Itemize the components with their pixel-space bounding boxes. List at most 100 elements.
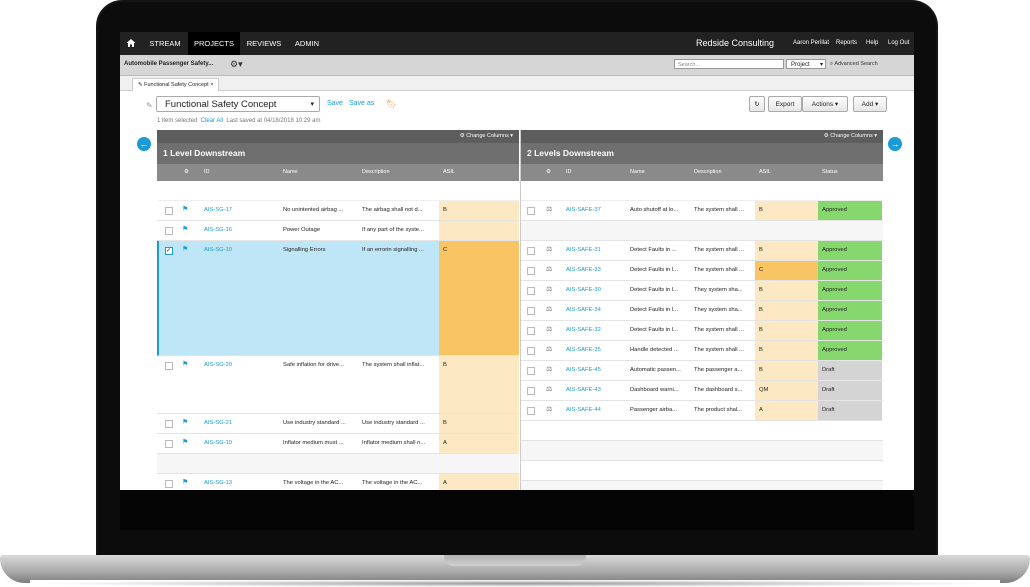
table-row[interactable]: ⚖ AIS-SAFE-31 Detect Faults in ... The syst… (521, 241, 883, 261)
table-row[interactable]: ⚑ AIS-SG-19 Inflator medium must ... Inf… (157, 434, 519, 454)
save-as-link[interactable]: Save as (349, 100, 375, 107)
add-button[interactable]: Add ▾ (853, 96, 887, 112)
table-row-empty (521, 421, 883, 441)
table-row[interactable]: ⚑ AIS-SG-16 Power Outage If any part of … (157, 221, 519, 241)
top-nav: STREAM PROJECTS REVIEWS ADMIN Redside Co… (120, 32, 914, 55)
tab-stream[interactable]: STREAM (149, 39, 181, 48)
table-row[interactable]: ⚖ AIS-SAFE-43 Dashboard warni... The dashbo… (521, 381, 883, 401)
tab-projects[interactable]: PROJECTS (188, 32, 240, 55)
goal-icon: ⚑ (182, 206, 189, 213)
app-screen: STREAM PROJECTS REVIEWS ADMIN Redside Co… (120, 32, 914, 490)
table-row[interactable]: ⚑ AIS-SG-17 No unintented airbag ... The… (157, 201, 519, 221)
project-name[interactable]: Automobile Passenger Safety... (124, 61, 214, 67)
goal-icon: ⚑ (182, 361, 189, 368)
table-row[interactable]: ⚖ AIS-SAFE-45 Automatic passen... The passe… (521, 361, 883, 381)
panel-title: 1 Level Downstream (157, 143, 519, 164)
row-checkbox[interactable] (527, 207, 535, 215)
arrow-right-icon[interactable]: → (888, 137, 902, 151)
table-row[interactable]: ⚖ AIS-SAFE-37 Auto shutoff at lo... The sys… (521, 201, 883, 221)
table-row[interactable]: ⚑ AIS-SG-13 The voltage in the AC... The… (157, 474, 519, 490)
table-row[interactable]: ⚖ AIS-SAFE-44 Passenger airba... The produc… (521, 401, 883, 421)
column-header[interactable]: ID (204, 169, 210, 175)
close-icon[interactable]: × (210, 82, 214, 88)
tab-reviews[interactable]: REVIEWS (246, 39, 282, 48)
refresh-button[interactable]: ↻ (749, 96, 765, 112)
logout-link[interactable]: Log Out (888, 40, 910, 46)
reports-link[interactable]: Reports (836, 40, 858, 46)
column-header[interactable]: ASIL (759, 169, 771, 175)
column-header[interactable]: ID (566, 169, 572, 175)
gear-icon[interactable]: ⚙▾ (230, 59, 243, 69)
change-columns-button[interactable]: ⚙ Change Columns ▾ (521, 130, 883, 143)
document-tab[interactable]: ✎ Functional Safety Concept × (132, 78, 220, 91)
row-checkbox[interactable] (527, 387, 535, 395)
actions-button[interactable]: Actions ▾ (802, 96, 848, 112)
table-row-empty (521, 441, 883, 461)
goal-icon: ⚑ (182, 226, 189, 233)
right-panel: ⚙ Change Columns ▾ 2 Levels Downstream ⚙… (520, 130, 883, 490)
column-header[interactable]: Description (362, 169, 390, 175)
requirement-icon: ⚖ (546, 406, 553, 413)
view-select[interactable]: Functional Safety Concept ▾ (156, 96, 320, 112)
pencil-icon[interactable]: ✎ (146, 101, 153, 110)
table-row[interactable]: ⚖ AIS-SAFE-34 Detect Faults in l... They sy… (521, 301, 883, 321)
column-header[interactable]: ASIL (443, 169, 455, 175)
requirement-icon: ⚖ (546, 386, 553, 393)
row-checkbox[interactable] (527, 327, 535, 335)
column-header[interactable]: Description (694, 169, 722, 175)
table-row-selected[interactable]: ✓ ⚑ AIS-SG-10 Signalling Errors If an er… (157, 241, 519, 356)
requirement-icon: ⚖ (546, 346, 553, 353)
table-row[interactable]: ⚖ AIS-SAFE-35 Handle detected ... The syste… (521, 341, 883, 361)
change-columns-button[interactable]: ⚙ Change Columns ▾ (157, 130, 519, 143)
requirement-icon: ⚖ (546, 246, 553, 253)
search-input[interactable]: Search... (674, 59, 784, 69)
table-row[interactable]: ⚖ AIS-SAFE-33 Detect Faults in l... The sys… (521, 261, 883, 281)
row-checkbox[interactable] (527, 307, 535, 315)
column-header[interactable]: Name (630, 169, 645, 175)
export-button[interactable]: Export (768, 96, 802, 112)
table-row[interactable]: ⚑ AIS-SG-20 Safe inflation for drive... … (157, 356, 519, 414)
table-row[interactable]: ⚖ AIS-SAFE-32 Detect Faults in l... The sys… (521, 321, 883, 341)
search-icon: ⌕ (830, 61, 834, 67)
document-icon: ✎ (138, 82, 143, 88)
search-scope-select[interactable]: Project ▾ (786, 59, 826, 69)
row-checkbox[interactable] (165, 227, 173, 235)
user-name[interactable]: Aaron Perillat (793, 40, 830, 46)
column-header[interactable]: Name (283, 169, 298, 175)
row-checkbox[interactable] (527, 247, 535, 255)
bookmark-icon[interactable]: 🔖︎ (386, 99, 398, 109)
document-tabs: ✎ Functional Safety Concept × (120, 76, 914, 91)
row-checkbox[interactable] (165, 362, 173, 370)
settings-icon[interactable]: ⚙ (546, 169, 551, 175)
gear-icon: ⚙ (459, 133, 465, 139)
row-checkbox[interactable] (527, 407, 535, 415)
row-checkbox[interactable] (527, 347, 535, 355)
help-link[interactable]: Help (866, 40, 879, 46)
requirement-icon: ⚖ (546, 206, 553, 213)
row-checkbox[interactable] (165, 480, 173, 488)
row-checkbox[interactable] (527, 367, 535, 375)
advanced-search-link[interactable]: ⌕ Advanced Search (830, 61, 878, 67)
goal-icon: ⚑ (182, 246, 189, 253)
table-row[interactable]: ⚖ AIS-SAFE-30 Detect Faults in l... They sy… (521, 281, 883, 301)
arrow-left-icon[interactable]: ← (137, 137, 151, 151)
requirement-icon: ⚖ (546, 306, 553, 313)
tab-admin[interactable]: ADMIN (294, 39, 320, 48)
save-link[interactable]: Save (327, 100, 343, 107)
row-checkbox[interactable] (165, 440, 173, 448)
row-checkbox[interactable] (527, 267, 535, 275)
goal-icon: ⚑ (182, 419, 189, 426)
table-row[interactable]: ⚑ AIS-SG-21 Use industry standard ... Us… (157, 414, 519, 434)
requirement-icon: ⚖ (546, 326, 553, 333)
row-checkbox[interactable] (165, 207, 173, 215)
row-checkbox-checked[interactable]: ✓ (165, 247, 173, 255)
clear-all-link[interactable]: Clear All (200, 118, 224, 124)
row-checkbox[interactable] (527, 287, 535, 295)
settings-icon[interactable]: ⚙ (184, 169, 189, 175)
chevron-down-icon: ▾ (310, 101, 314, 108)
column-header[interactable]: Status (822, 169, 838, 175)
table-header: ⚙ ID Name Description ASIL (157, 164, 519, 181)
row-checkbox[interactable] (165, 420, 173, 428)
table-header: ⚙ ID Name Description ASIL Status (521, 164, 883, 181)
home-icon[interactable] (126, 38, 136, 48)
